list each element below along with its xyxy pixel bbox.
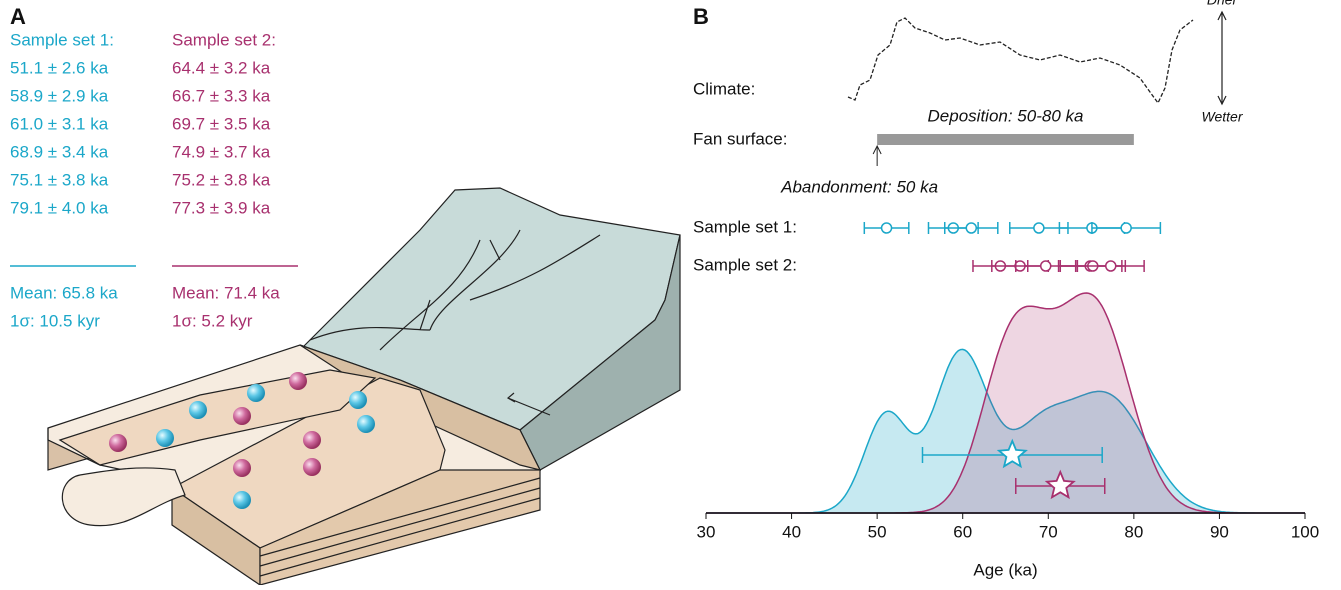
age-entry: 74.9 ± 3.7 ka <box>172 142 271 161</box>
sample-point <box>965 222 978 234</box>
age-entry: 66.7 ± 3.3 ka <box>172 86 271 105</box>
sample-point <box>1039 260 1052 272</box>
age-entry: 77.3 ± 3.9 ka <box>172 198 271 217</box>
sample-point <box>1120 222 1132 234</box>
deposition-bar <box>877 134 1134 145</box>
x-tick-label: 80 <box>1124 522 1143 541</box>
x-tick-label: 100 <box>1291 522 1319 541</box>
mean-star <box>996 438 1028 469</box>
sigma-text: 1σ: 5.2 kyr <box>172 311 253 330</box>
series-label: Sample set 2: <box>693 255 797 274</box>
sample-point <box>1105 260 1117 272</box>
x-tick-label: 40 <box>782 522 801 541</box>
age-entry: 64.4 ± 3.2 ka <box>172 58 271 77</box>
x-tick-label: 60 <box>953 522 972 541</box>
deposition-label: Deposition: 50-80 ka <box>928 106 1084 125</box>
mean-star <box>1044 469 1076 500</box>
density-curve <box>706 292 1305 514</box>
climate-curve <box>847 17 1194 105</box>
age-entry: 58.9 ± 2.9 ka <box>10 86 109 105</box>
age-entry: 69.7 ± 3.5 ka <box>172 114 271 133</box>
sigma-text: 1σ: 10.5 kyr <box>10 311 100 330</box>
x-tick-label: 70 <box>1039 522 1058 541</box>
age-entry: 75.1 ± 3.8 ka <box>10 170 109 189</box>
set-title: Sample set 1: <box>10 30 114 49</box>
x-axis-label: Age (ka) <box>973 560 1037 579</box>
panel-label: A <box>10 4 26 29</box>
series-label: Sample set 1: <box>693 217 797 236</box>
mean-text: Mean: 71.4 ka <box>172 283 280 302</box>
age-entry: 79.1 ± 4.0 ka <box>10 198 109 217</box>
x-tick-label: 30 <box>697 522 716 541</box>
panel-label: B <box>693 4 709 29</box>
age-entry: 51.1 ± 2.6 ka <box>10 58 109 77</box>
x-tick-label: 50 <box>868 522 887 541</box>
sample-point <box>1033 222 1045 234</box>
abandonment-label: Abandonment: 50 ka <box>780 177 938 196</box>
drier-label: Drier <box>1207 0 1239 8</box>
fan-label: Fan surface: <box>693 129 788 148</box>
x-tick-label: 90 <box>1210 522 1229 541</box>
climate-label: Climate: <box>693 79 755 98</box>
mean-text: Mean: 65.8 ka <box>10 283 118 302</box>
landscape-diagram <box>47 187 681 587</box>
age-entry: 61.0 ± 3.1 ka <box>10 114 109 133</box>
climate-arrow <box>1217 10 1227 106</box>
wetter-label: Wetter <box>1202 109 1244 125</box>
sample-point <box>880 222 893 234</box>
age-entry: 68.9 ± 3.4 ka <box>10 142 109 161</box>
set-title: Sample set 2: <box>172 30 276 49</box>
age-entry: 75.2 ± 3.8 ka <box>172 170 271 189</box>
arrow-head <box>872 144 882 155</box>
